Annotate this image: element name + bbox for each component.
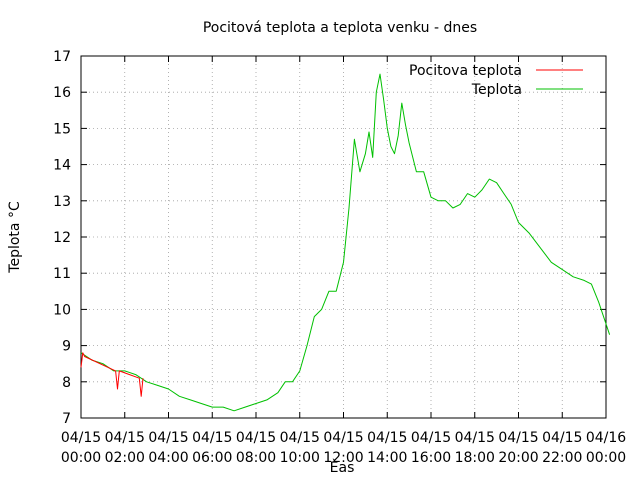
y-tick-labels: 7 8 9 10 11 12 13 14 15 16 17 [53,49,71,427]
y-tick-label: 13 [53,194,71,210]
x-tick-time-label: 22:00 [542,450,582,466]
legend: Pocitova teplota Teplota [409,63,583,98]
series-line-pocitova-teplota [80,352,144,397]
x-tick-date-label: 04/15 [367,430,407,446]
x-tick-date-label: 04/15 [236,430,276,446]
x-tick-time-label: 02:00 [105,450,145,466]
x-tick-date-label: 04/15 [192,430,232,446]
x-tick-time-label: 12:00 [323,450,363,466]
x-tick-date-label: 04/15 [498,430,538,446]
x-tick-time-label: 20:00 [498,450,538,466]
y-tick-label: 16 [53,85,71,101]
x-tick-labels: 04/1500:0004/1502:0004/1504:0004/1506:00… [61,430,626,466]
x-tick-time-label: 06:00 [192,450,232,466]
series-lines [80,73,611,412]
x-tick-date-label: 04/16 [586,430,626,446]
axis-ticks [80,55,607,419]
y-tick-label: 9 [62,339,71,355]
y-tick-label: 14 [53,158,71,174]
legend-label: Pocitova teplota [409,63,522,79]
x-tick-date-label: 04/15 [455,430,495,446]
x-tick-time-label: 00:00 [586,450,626,466]
x-tick-time-label: 10:00 [280,450,320,466]
chart-title: Pocitová teplota a teplota venku - dnes [203,20,477,36]
y-tick-label: 8 [62,375,71,391]
grid-lines [81,56,606,418]
x-tick-date-label: 04/15 [280,430,320,446]
x-axis-title: Èas [330,459,355,476]
y-axis-title: Teplota °C [7,201,23,274]
x-tick-time-label: 14:00 [367,450,407,466]
y-tick-label: 11 [53,266,71,282]
x-tick-time-label: 00:00 [61,450,101,466]
series-line-teplota [80,73,611,412]
x-tick-date-label: 04/15 [323,430,363,446]
x-tick-time-label: 04:00 [148,450,188,466]
x-tick-date-label: 04/15 [542,430,582,446]
x-tick-time-label: 16:00 [411,450,451,466]
y-tick-label: 10 [53,302,71,318]
x-tick-date-label: 04/15 [105,430,145,446]
x-tick-date-label: 04/15 [61,430,101,446]
x-tick-time-label: 18:00 [455,450,495,466]
y-tick-label: 12 [53,230,71,246]
legend-label: Teplota [471,82,522,98]
y-tick-label: 17 [53,49,71,65]
x-tick-time-label: 08:00 [236,450,276,466]
x-tick-date-label: 04/15 [411,430,451,446]
y-tick-label: 7 [62,411,71,427]
y-tick-label: 15 [53,121,71,137]
x-tick-date-label: 04/15 [148,430,188,446]
